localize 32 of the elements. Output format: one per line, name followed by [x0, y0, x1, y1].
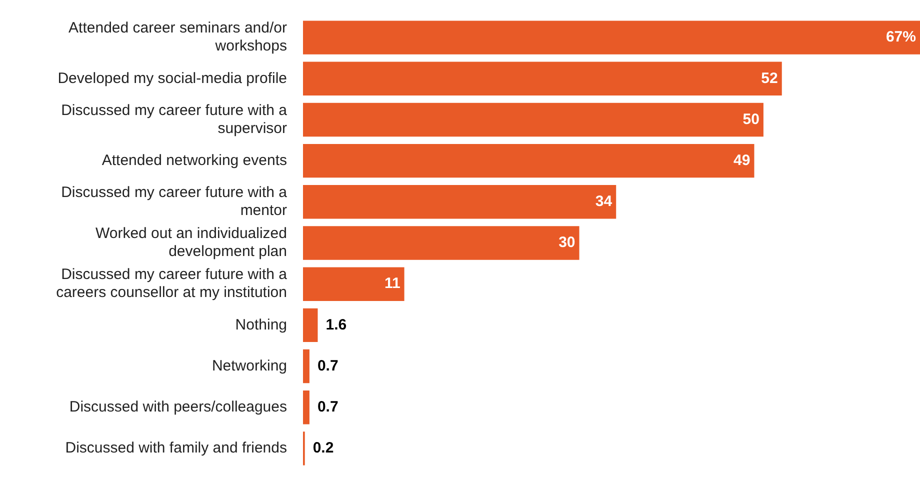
y-tick-label: Discussed my career future with a careers counsellor at my institution: [56, 266, 288, 302]
y-tick-label: Discussed with family and friends: [65, 440, 287, 457]
bar: [303, 226, 580, 260]
bar: [303, 349, 310, 384]
bar: [303, 144, 754, 178]
y-tick-label: Networking: [212, 357, 287, 374]
data-label: 1.6: [326, 316, 347, 334]
y-tick-label: Attended career seminars and/or workshops: [68, 20, 288, 55]
bar: [303, 102, 764, 137]
bar: [303, 62, 782, 96]
bar: [303, 267, 404, 301]
data-label: 49: [734, 152, 750, 169]
bar: [303, 185, 616, 219]
bar: [303, 390, 310, 424]
y-tick-label: Discussed with peers/colleagues: [69, 398, 287, 416]
y-tick-label: Discussed my career future with a supervisor: [61, 102, 288, 137]
y-tick-label: Worked out an individualized development plan: [95, 225, 287, 260]
y-tick-label: Attended networking events: [102, 152, 287, 169]
data-label: 67%: [886, 28, 916, 46]
y-tick-label: Discussed my career future with a mentor: [61, 184, 288, 220]
y-tick-label: Developed my social-media profile: [58, 70, 287, 87]
bar: [303, 308, 318, 342]
bar: [303, 20, 920, 54]
data-label: 30: [558, 234, 576, 252]
data-label: 52: [761, 70, 778, 87]
data-label: 34: [595, 193, 613, 210]
y-tick-label: Nothing: [235, 316, 287, 334]
data-label: 0.7: [317, 398, 338, 416]
data-label: 11: [384, 275, 400, 292]
data-label: 0.2: [312, 440, 334, 457]
data-label: 50: [742, 110, 760, 128]
data-label: 0.7: [317, 357, 338, 374]
